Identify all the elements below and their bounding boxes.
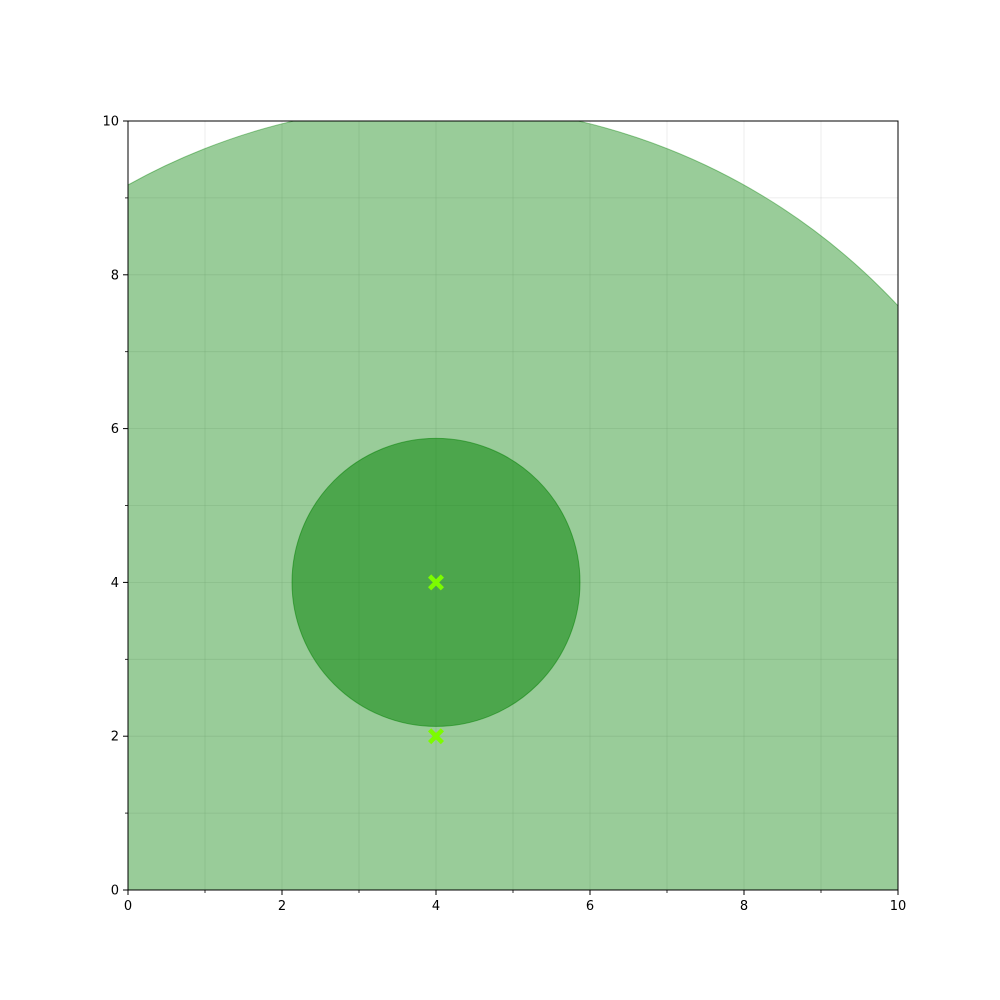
x-tick-label: 6 — [586, 899, 594, 914]
x-tick-label: 0 — [124, 899, 132, 914]
grid — [127, 120, 899, 891]
x-tick-label: 2 — [278, 899, 286, 914]
y-tick-label: 0 — [111, 884, 119, 899]
x-tick-label: 8 — [740, 899, 748, 914]
x-tick-label: 10 — [890, 899, 907, 914]
x-tick-label: 4 — [432, 899, 440, 914]
y-tick-label: 10 — [102, 115, 119, 130]
y-tick-label: 4 — [111, 576, 119, 591]
y-tick-label: 6 — [111, 422, 119, 437]
y-tick-label: 8 — [111, 268, 119, 283]
tick-layer: 0 2 4 6 8 10 0 2 4 6 8 10 — [102, 115, 906, 915]
point-layer — [428, 574, 444, 745]
point-marker — [428, 574, 444, 591]
y-tick-label: 2 — [111, 730, 119, 745]
point-marker — [428, 728, 444, 745]
